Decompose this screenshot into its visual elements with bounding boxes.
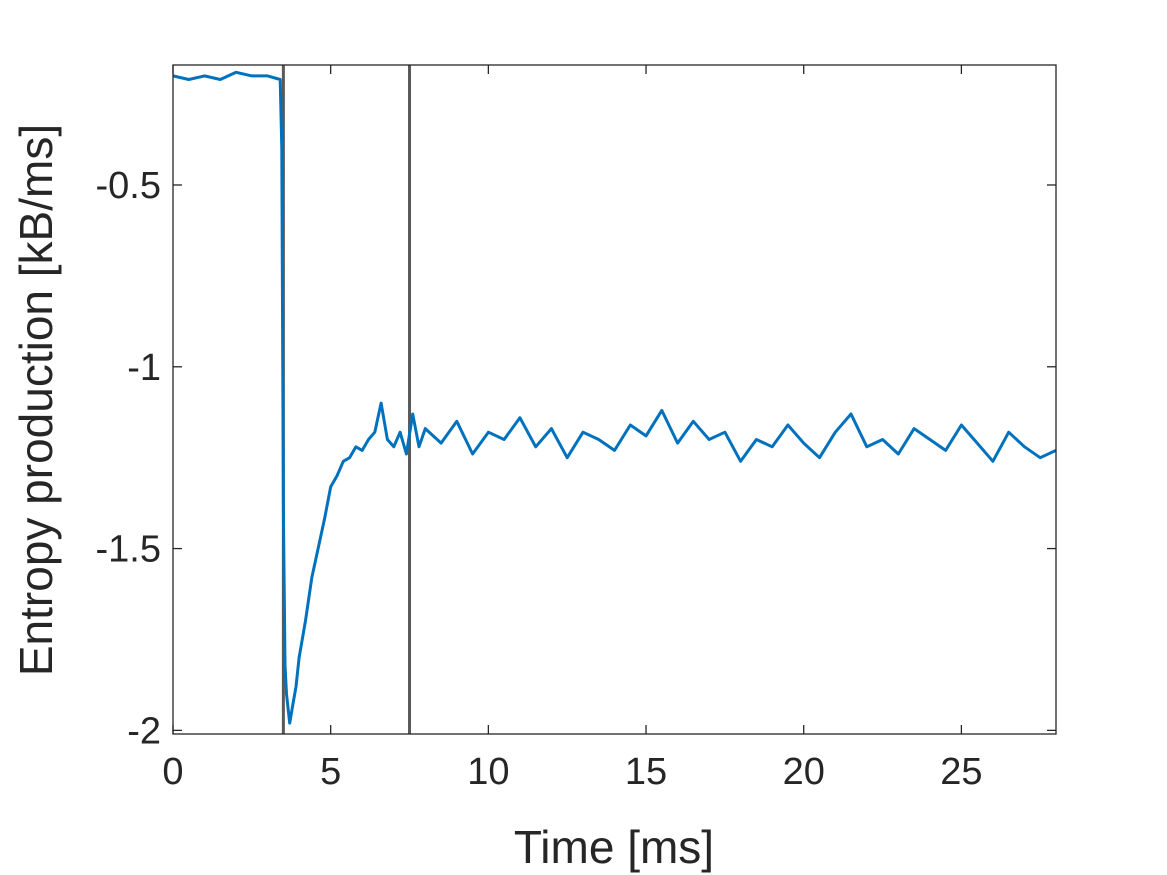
y-axis-label: Entropy production [kB/ms] [10,124,62,676]
plot-frame [172,64,1057,735]
x-tick-label-1: 5 [320,751,341,793]
x-tick-labels: 0 5 10 15 20 25 [162,751,982,793]
plot-background [173,65,1056,734]
y-tick-label-1: -1.5 [96,529,161,571]
x-tick-label-3: 15 [625,751,667,793]
x-tick-label-4: 20 [783,751,825,793]
x-tick-label-5: 25 [940,751,982,793]
series-line-0 [172,70,1057,725]
x-axis-label: Time [ms] [514,821,714,873]
y-tick-label-0: -2 [127,710,161,752]
y-tick-label-2: -1 [127,347,161,389]
y-tick-label-3: -0.5 [96,165,161,207]
series-layer [172,70,1057,725]
x-tick-label-2: 10 [467,751,509,793]
tick-marks [172,65,1056,734]
y-tick-labels: -2 -1.5 -1 -0.5 [96,165,161,752]
x-tick-label-0: 0 [162,751,183,793]
